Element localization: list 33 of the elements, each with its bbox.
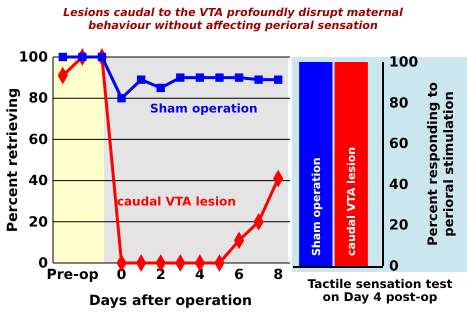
y-tick-label: 60	[28, 132, 48, 148]
point	[117, 94, 126, 102]
y-tick-label: 100	[389, 54, 418, 70]
x-tick-label: 6	[234, 266, 244, 283]
y-tick-label: 40	[389, 176, 409, 193]
y-tick-label: 80	[28, 90, 48, 107]
y-tick-label: 60	[389, 136, 409, 152]
y-tick-label: 40	[28, 173, 48, 190]
y-tick-label: 80	[389, 95, 409, 112]
y-tick-label: 100	[18, 49, 48, 66]
x-tick-label: 8	[273, 266, 284, 283]
point	[156, 84, 165, 92]
y-axis-title: Percent responding to perioral stimulation	[426, 82, 457, 246]
y-axis-title: Percent retrieving	[5, 88, 21, 232]
point	[78, 52, 87, 62]
point	[234, 73, 244, 82]
y-tick-label: 0	[38, 255, 48, 272]
point	[136, 75, 146, 84]
x-tick-label: Pre-op	[46, 266, 99, 283]
point	[58, 52, 67, 62]
y-tick-label: 20	[28, 214, 48, 230]
chart-title: Lesions caudal to the VTA profoundly disrupt maternal behaviour without affecting perioral sensation	[63, 6, 404, 32]
point	[215, 73, 224, 82]
x-tick-label: caudal VTA lesion	[345, 146, 358, 256]
x-tick-label: Sham operation	[310, 157, 323, 256]
point	[274, 75, 282, 84]
point	[176, 73, 184, 82]
x-axis-title: Tactile sensation test on Day 4 post-op	[308, 277, 453, 304]
x-axis-title: Days after operation	[88, 293, 252, 309]
point	[196, 73, 204, 82]
y-tick-label: 20	[389, 218, 409, 234]
point	[254, 75, 263, 84]
series-label: Sham operation	[150, 102, 258, 116]
